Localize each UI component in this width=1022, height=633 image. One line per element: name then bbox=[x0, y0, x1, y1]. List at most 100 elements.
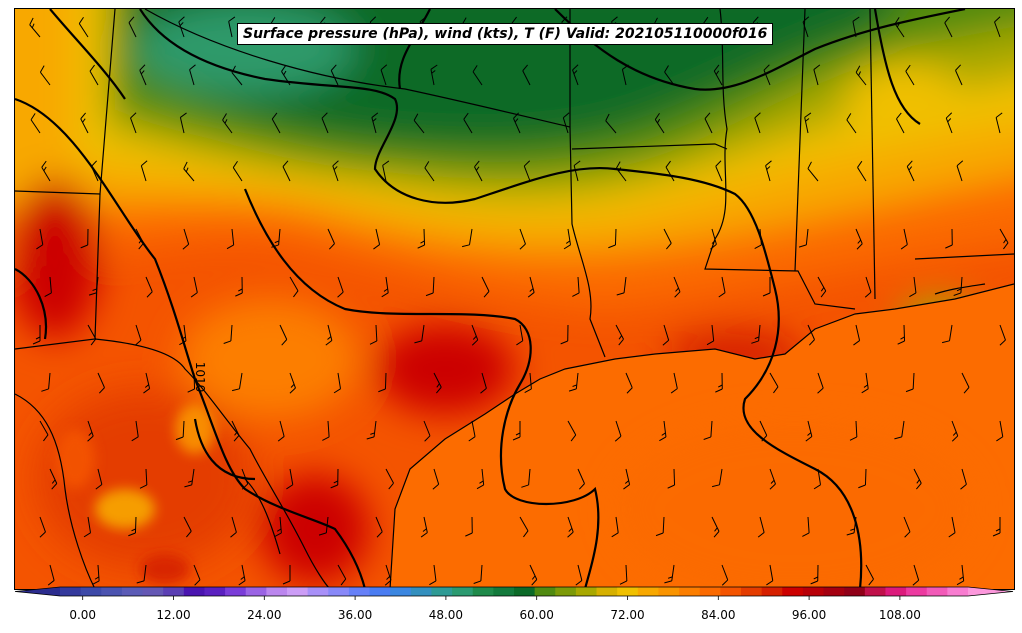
wind-barb bbox=[232, 160, 243, 182]
wind-barb bbox=[433, 372, 442, 394]
wind-barb bbox=[373, 228, 381, 250]
wind-barb bbox=[139, 468, 148, 489]
colorbar-cell bbox=[431, 587, 453, 596]
wind-barb bbox=[894, 17, 905, 38]
isobar-label: 1010 bbox=[193, 362, 207, 393]
wind-barb bbox=[286, 468, 294, 490]
wind-barb bbox=[945, 228, 953, 249]
wind-barb bbox=[754, 112, 761, 134]
wind-barb bbox=[36, 228, 44, 250]
wind-barb bbox=[662, 324, 670, 346]
wind-barb bbox=[516, 324, 524, 346]
wind-barb bbox=[567, 420, 577, 442]
wind-barb bbox=[282, 160, 291, 182]
colorbar-cell bbox=[101, 587, 123, 596]
colorbar-tick-label: 72.00 bbox=[610, 608, 645, 622]
wind-barb bbox=[670, 372, 678, 394]
wind-barb bbox=[384, 564, 392, 586]
wind-barb bbox=[371, 112, 379, 134]
colorbar-cell bbox=[348, 587, 371, 596]
wind-barb bbox=[282, 565, 291, 585]
wind-barb bbox=[413, 113, 425, 134]
wind-barb bbox=[572, 64, 579, 86]
wind-barb bbox=[861, 372, 869, 394]
colorbar-cell bbox=[699, 587, 721, 596]
map-title: Surface pressure (hPa), wind (kts), T (F… bbox=[237, 23, 774, 45]
wind-barb bbox=[417, 228, 426, 249]
wind-barb bbox=[289, 276, 299, 298]
wind-barb bbox=[941, 324, 953, 344]
colorbar-cell bbox=[163, 587, 185, 596]
colorbar-outline bbox=[14, 586, 1014, 597]
wind-barb bbox=[913, 468, 922, 490]
wind-barb bbox=[575, 564, 583, 586]
wind-barb bbox=[625, 372, 633, 394]
wind-barb bbox=[128, 16, 137, 38]
colorbar-cell bbox=[637, 587, 660, 596]
wind-barb bbox=[322, 420, 330, 441]
wind-barb bbox=[855, 228, 863, 250]
wind-barb bbox=[330, 468, 339, 489]
wind-barb bbox=[480, 372, 487, 394]
wind-barb bbox=[563, 228, 571, 250]
boundaries bbox=[15, 9, 1014, 589]
wind-barb bbox=[956, 160, 964, 182]
wind-barb bbox=[994, 16, 1001, 38]
wind-barb bbox=[429, 564, 437, 586]
wind-barb bbox=[852, 16, 860, 38]
wind-barb bbox=[289, 372, 296, 394]
wind-barb bbox=[472, 65, 483, 86]
colorbar-extend-low bbox=[15, 587, 60, 596]
wind-barb bbox=[143, 372, 151, 394]
wind-barb bbox=[999, 324, 1006, 346]
wind-barb bbox=[521, 468, 531, 488]
colorbar-cell bbox=[287, 587, 309, 596]
colorbar-tick-label: 24.00 bbox=[247, 608, 282, 622]
wind-barb bbox=[32, 325, 41, 345]
wind-barb bbox=[757, 516, 765, 538]
wind-barb bbox=[230, 516, 237, 538]
wind-barb bbox=[992, 517, 1001, 537]
wind-barb bbox=[226, 228, 235, 250]
colorbar-cell bbox=[390, 587, 412, 596]
wind-barb bbox=[663, 228, 672, 250]
wind-barb bbox=[519, 516, 529, 538]
colorbar-tick-label: 96.00 bbox=[791, 608, 827, 622]
wind-barb bbox=[29, 17, 41, 38]
wind-barb bbox=[999, 228, 1009, 250]
wind-barb bbox=[476, 468, 485, 490]
wind-barb bbox=[231, 420, 240, 442]
wind-barb bbox=[83, 516, 91, 538]
colorbar-cell bbox=[472, 587, 494, 596]
wind-barb bbox=[274, 516, 282, 537]
wind-barb bbox=[235, 276, 243, 297]
colorbar-cell bbox=[493, 587, 515, 596]
wind-barb bbox=[190, 276, 198, 298]
map-panel: 1010 Surface pressure (hPa), wind (kts),… bbox=[14, 8, 1015, 590]
wind-barb bbox=[615, 161, 627, 182]
wind-barb bbox=[465, 516, 473, 537]
wind-barb bbox=[41, 160, 51, 182]
wind-barb bbox=[130, 112, 137, 134]
wind-barb bbox=[271, 228, 281, 248]
wind-barb bbox=[667, 468, 676, 489]
wind-barb bbox=[900, 228, 908, 250]
wind-barb bbox=[802, 516, 810, 537]
wind-barb bbox=[996, 420, 1004, 442]
colorbar bbox=[14, 586, 1014, 600]
wind-barb bbox=[327, 228, 335, 250]
colorbar-cells bbox=[14, 586, 1014, 597]
wind-barb bbox=[664, 65, 675, 86]
colorbar-tick-label: 48.00 bbox=[428, 608, 464, 622]
wind-barb bbox=[655, 516, 665, 537]
wind-barb bbox=[721, 564, 729, 586]
wind-barb bbox=[619, 564, 628, 585]
wind-barb bbox=[423, 420, 431, 442]
wind-barb bbox=[614, 420, 622, 442]
wind-barb bbox=[30, 113, 41, 134]
wind-barb bbox=[995, 112, 1003, 134]
wind-barb bbox=[759, 420, 768, 442]
wind-barb bbox=[519, 228, 526, 250]
colorbar-tick-label: 12.00 bbox=[156, 608, 191, 622]
colorbar-ticks bbox=[82, 596, 901, 600]
